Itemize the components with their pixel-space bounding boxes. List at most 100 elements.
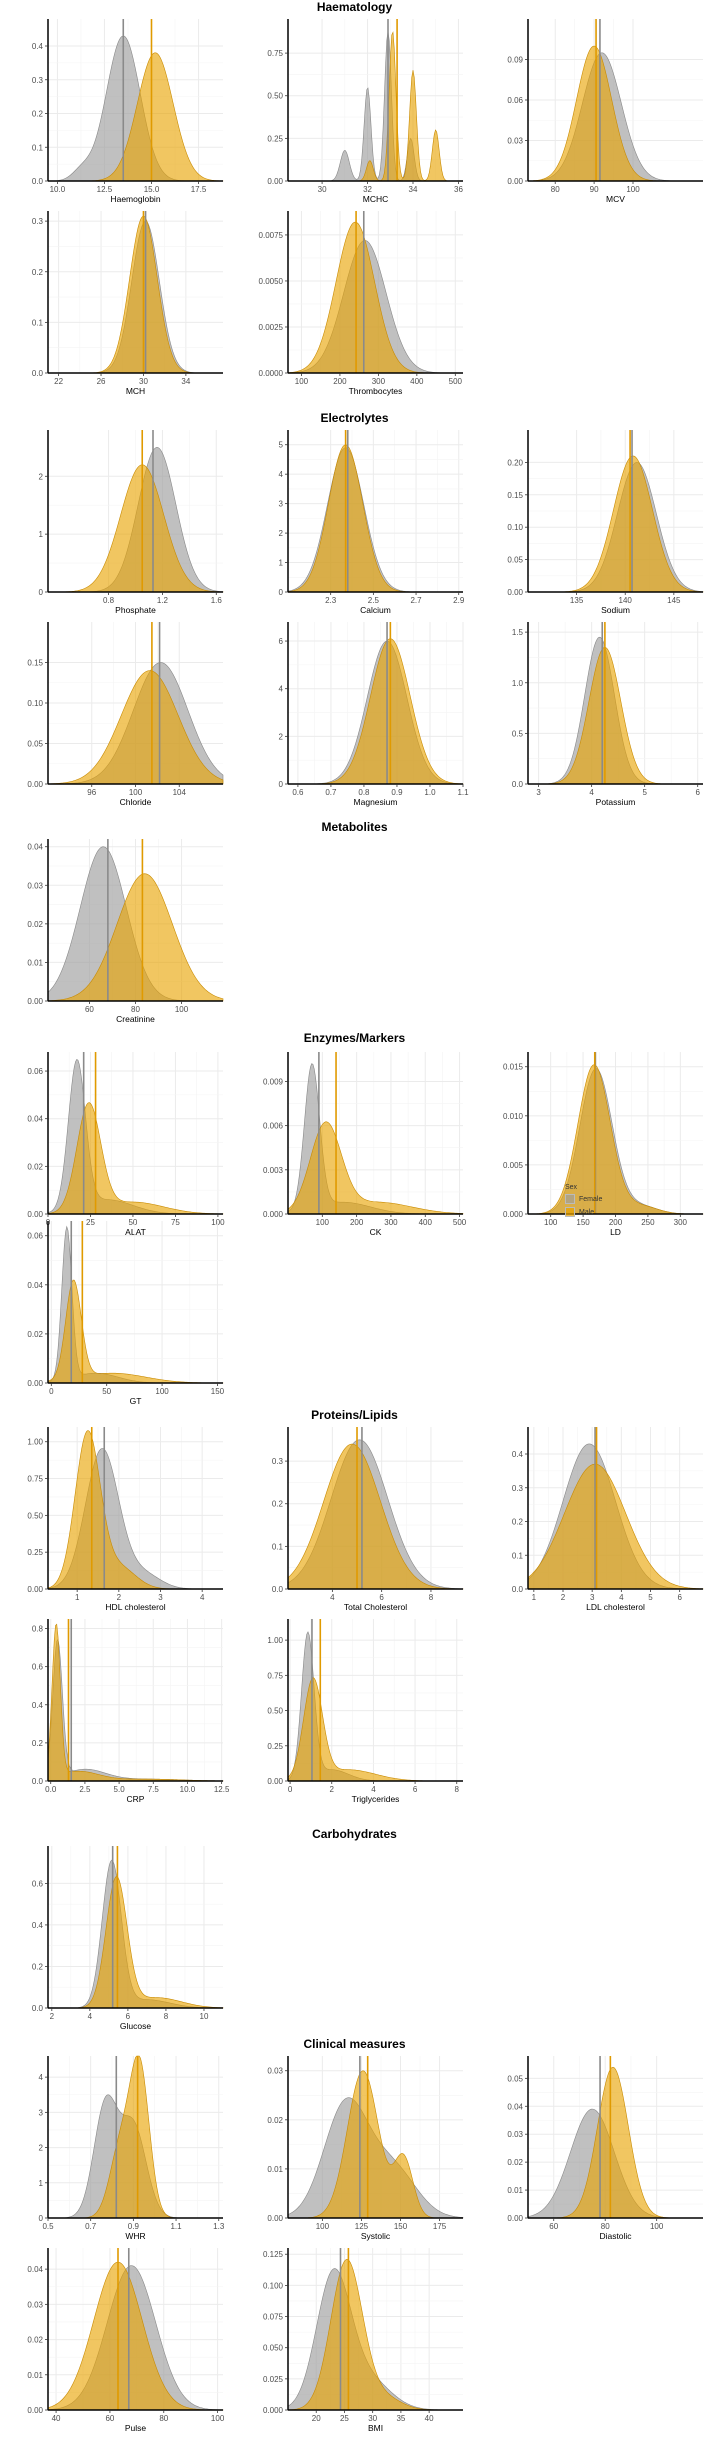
x-tick-label: 4 (330, 1593, 335, 1602)
y-tick-label: 4 (279, 685, 284, 694)
chart-magnesium: 0.6 0.7 0.8 0.9 1.0 1.1 0 2 4 6 Magnesium (279, 622, 469, 807)
y-tick-label: 0.05 (507, 2074, 523, 2083)
x-tick-label: 100 (295, 377, 309, 386)
x-tick-label: 200 (333, 377, 347, 386)
section-title-prot: Proteins/Lipids (311, 1408, 398, 1422)
y-tick-label: 0.4 (32, 1921, 44, 1930)
y-tick-label: 0.00 (507, 2214, 523, 2223)
x-tick-label: 300 (384, 1218, 398, 1227)
y-tick-label: 0.0025 (259, 323, 284, 332)
x-tick-label: 3 (590, 1593, 595, 1602)
y-tick-label: 0.75 (267, 1671, 283, 1680)
y-tick-label: 0.02 (27, 1162, 43, 1171)
chart-creatinine: 60 80 100 0.00 0.01 0.02 0.03 0.04 Creatinine (27, 839, 224, 1024)
chart-crp: 0.0 2.5 5.0 7.5 10.0 12.5 0.0 0.2 0.4 0.6 0.8 CRP (32, 1619, 229, 1804)
x-tick-label: 40 (425, 2414, 434, 2423)
x-tick-label: 20 (312, 2414, 321, 2423)
density-male (47, 670, 224, 785)
y-tick-label: 0.03 (267, 2067, 283, 2076)
y-tick-label: 0.20 (507, 458, 523, 467)
x-tick-label: 300 (674, 1218, 688, 1227)
y-tick-label: 0.0 (272, 1585, 284, 1594)
chart-hdl-cholesterol: 1 2 3 4 0.00 0.25 0.50 0.75 1.00 HDL cholesterol (27, 1427, 223, 1612)
chart-pulse: 40 60 80 100 0.00 0.01 0.02 0.03 0.04 Pulse (27, 2248, 225, 2433)
x-tick-label: 22 (54, 377, 63, 386)
density-male (287, 1443, 464, 1590)
legend-item-male: Male (565, 1207, 602, 1217)
x-tick-label: 80 (551, 185, 560, 194)
y-tick-label: 2 (279, 732, 284, 741)
x-tick-label: 5.0 (114, 1785, 126, 1794)
x-tick-label: 2 (50, 2012, 55, 2021)
y-tick-label: 0.02 (27, 920, 43, 929)
x-tick-label: 2.5 (79, 1785, 91, 1794)
y-tick-label: 0.00 (507, 588, 523, 597)
y-tick-label: 0.00 (27, 780, 43, 789)
y-tick-label: 0.03 (27, 881, 43, 890)
x-tick-label: 150 (211, 1387, 225, 1396)
x-tick-label: 0.9 (391, 788, 403, 797)
x-tick-label: 4 (88, 2012, 93, 2021)
x-tick-label: 10.0 (180, 1785, 196, 1794)
y-tick-label: 0.0 (32, 1777, 44, 1786)
x-axis-label: CK (370, 1227, 382, 1237)
chart-triglycerides: 0 2 4 6 8 0.00 0.25 0.50 0.75 1.00 Triglycerides (267, 1619, 463, 1804)
chart-ld: 100 150 200 250 300 0.000 0.005 0.010 0.015 LD (503, 1052, 704, 1237)
x-tick-label: 6 (379, 1593, 384, 1602)
y-tick-label: 0.02 (507, 2158, 523, 2167)
section-title-clin: Clinical measures (303, 2037, 406, 2051)
x-tick-label: 34 (409, 185, 418, 194)
x-tick-label: 2.9 (453, 596, 465, 605)
x-axis-label: Thrombocytes (349, 386, 403, 396)
y-tick-label: 3 (279, 500, 284, 509)
x-tick-label: 90 (590, 185, 599, 194)
density-male (47, 1102, 224, 1215)
x-tick-label: 400 (410, 377, 424, 386)
y-tick-label: 4 (39, 2073, 44, 2082)
x-tick-label: 100 (211, 2414, 225, 2423)
density-male (48, 215, 223, 374)
y-tick-label: 0.00 (267, 2214, 283, 2223)
y-tick-label: 0.0 (32, 369, 44, 378)
x-tick-label: 1 (532, 1593, 537, 1602)
y-tick-label: 4 (279, 470, 284, 479)
x-tick-label: 5 (648, 1593, 653, 1602)
x-tick-label: 30 (318, 185, 327, 194)
legend-label-male: Male (579, 1208, 595, 1216)
y-tick-label: 0.04 (27, 843, 43, 852)
x-tick-label: 100 (544, 1218, 558, 1227)
x-axis-label: Diastolic (599, 2231, 632, 2241)
y-tick-label: 0.01 (507, 2186, 523, 2195)
x-axis-label: LDL cholesterol (586, 1602, 645, 1612)
y-tick-label: 0.10 (507, 523, 523, 532)
chart-potassium: 3 4 5 6 0.0 0.5 1.0 1.5 Potassium (512, 622, 703, 807)
x-tick-label: 0.5 (42, 2222, 54, 2231)
y-tick-label: 0.006 (263, 1122, 284, 1131)
y-tick-label: 0.04 (27, 2265, 43, 2274)
y-tick-label: 2 (39, 2144, 44, 2153)
chart-total-cholesterol: 4 6 8 0.0 0.1 0.2 0.3 Total Cholesterol (272, 1427, 464, 1612)
y-tick-label: 0.04 (507, 2102, 523, 2111)
x-tick-label: 15.0 (144, 185, 160, 194)
density-male (287, 221, 463, 374)
x-tick-label: 135 (570, 596, 584, 605)
y-tick-label: 1.5 (512, 628, 524, 637)
y-tick-label: 0.075 (263, 2313, 284, 2322)
section-title-meta: Metabolites (321, 820, 388, 834)
y-tick-label: 0.125 (263, 2250, 284, 2259)
chart-mch: 22 26 30 34 0.0 0.1 0.2 0.3 MCH (32, 211, 223, 396)
x-tick-label: 34 (181, 377, 190, 386)
x-axis-label: Potassium (596, 797, 636, 807)
y-tick-label: 3 (39, 2108, 44, 2117)
section-title-carb: Carbohydrates (312, 1827, 397, 1841)
y-tick-label: 0.3 (32, 76, 44, 85)
x-tick-label: 100 (316, 1218, 330, 1227)
x-axis-label: Triglycerides (352, 1794, 400, 1804)
density-male (48, 2055, 223, 2219)
y-tick-label: 1 (39, 2179, 44, 2188)
x-tick-label: 100 (650, 2222, 664, 2231)
y-tick-label: 0.0 (32, 177, 44, 186)
x-tick-label: 1.0 (424, 788, 436, 797)
x-axis-label: Phosphate (115, 605, 156, 615)
